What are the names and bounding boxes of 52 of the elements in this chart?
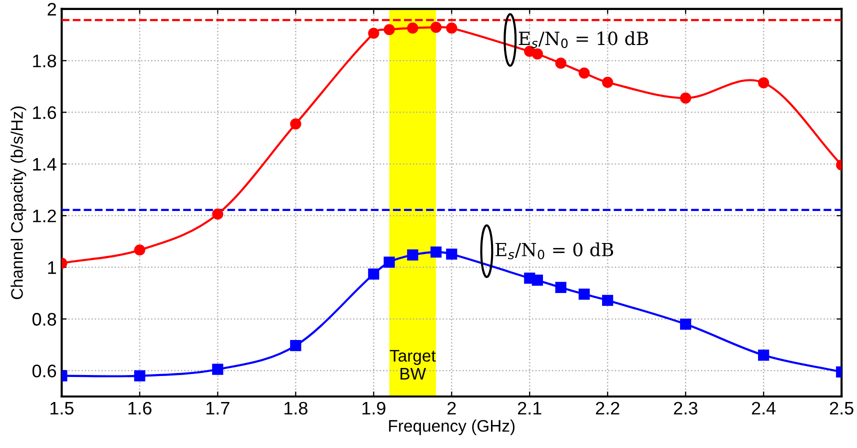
point (532, 274, 543, 286)
point (407, 22, 418, 34)
y-tick-label: 1.8 (33, 54, 56, 68)
x-tick-label: 2.4 (752, 402, 776, 414)
point (430, 246, 442, 258)
annotation: E$_{s}$/N$_{0}$ = 10 dB (518, 31, 648, 48)
point (758, 77, 770, 88)
y-tick-label: 0.8 (32, 312, 56, 326)
point (430, 22, 442, 33)
x-tick-label: 2 (448, 402, 456, 414)
x-tick-label: 2.5 (830, 402, 854, 415)
point (680, 92, 692, 104)
point (602, 294, 614, 306)
point (555, 282, 566, 294)
y-tick-label: 1.4 (33, 158, 56, 171)
point (446, 248, 458, 260)
point (758, 350, 770, 361)
x-tick-label: 1.6 (128, 402, 152, 415)
point (578, 67, 590, 79)
annotation: E$_{s}$/N$_{0}$ = 0 dB (496, 242, 614, 260)
point (290, 340, 302, 352)
point (532, 48, 543, 60)
x-axis-title: Frequency (GHz) (389, 420, 515, 436)
point (368, 268, 380, 280)
y-tick-label: 0.6 (32, 364, 56, 378)
point (384, 256, 395, 268)
x-tick-label: 2.1 (518, 402, 542, 414)
band-label: Target BW (390, 350, 436, 380)
y-tick-label: 1 (48, 261, 56, 274)
point (212, 208, 224, 220)
point (407, 249, 418, 260)
x-tick-label: 1.7 (206, 402, 230, 414)
y-tick-label: 2 (48, 2, 56, 16)
x-tick-label: 2.2 (596, 402, 620, 414)
point (384, 24, 395, 36)
point (134, 370, 146, 382)
x-tick-label: 1.9 (362, 402, 386, 415)
x-tick-label: 1.8 (284, 402, 308, 415)
point (368, 28, 380, 39)
x-tick-label: 1.5 (50, 402, 74, 415)
point (290, 118, 302, 130)
point (578, 288, 590, 300)
y-axis-title: Channel Capacity (b/s/Hz) (10, 106, 26, 300)
point (446, 22, 458, 34)
point (212, 364, 224, 375)
point (555, 58, 566, 69)
x-tick-label: 2.3 (674, 402, 698, 415)
y-tick-label: 1.6 (33, 106, 56, 120)
point (602, 76, 614, 88)
point (134, 244, 146, 256)
y-tick-label: 1.2 (33, 210, 56, 222)
point (680, 318, 692, 330)
